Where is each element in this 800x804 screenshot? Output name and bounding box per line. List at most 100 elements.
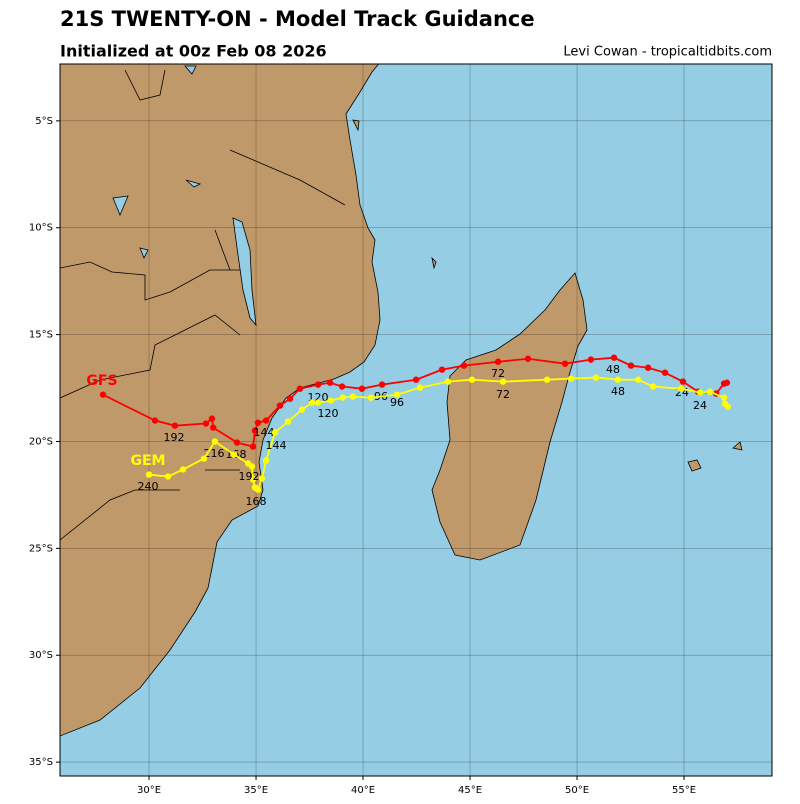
title: 21S TWENTY-ON - Model Track Guidance: [60, 7, 535, 31]
overlay: 24487296120144168192216GFS24487296120144…: [60, 64, 772, 776]
y-tick-label: 5°S: [35, 116, 53, 127]
y-tick-label: 30°S: [29, 650, 53, 661]
hour-label: 192: [164, 431, 185, 444]
track-point: [661, 369, 669, 376]
x-tick-label: 40°E: [351, 785, 375, 796]
track-point: [721, 400, 729, 407]
track-point: [208, 415, 216, 422]
hour-label: 48: [611, 385, 625, 398]
track-point: [339, 394, 347, 401]
track-point: [649, 383, 657, 390]
track-point: [326, 379, 334, 386]
y-tick-label: 35°S: [29, 757, 53, 768]
track-point: [314, 399, 322, 406]
borders: [60, 69, 346, 541]
hour-label: 72: [496, 388, 510, 401]
track-point: [610, 354, 618, 361]
track-point: [349, 393, 357, 400]
y-tick-label: 10°S: [29, 223, 53, 234]
land: [60, 64, 743, 737]
track-point: [412, 376, 420, 383]
track-point: [271, 429, 279, 436]
y-tick-label: 25°S: [29, 543, 53, 554]
track-point: [706, 388, 714, 395]
track-point: [720, 394, 728, 401]
track-point: [286, 395, 294, 402]
x-tick-label: 30°E: [137, 785, 161, 796]
track-point: [338, 383, 346, 390]
track-point: [614, 376, 622, 383]
track-point: [444, 378, 452, 385]
track-point: [524, 355, 532, 362]
track-point: [249, 476, 257, 483]
track-point: [416, 384, 424, 391]
track-point: [284, 418, 292, 425]
track-point: [592, 374, 600, 381]
hour-label: 144: [266, 439, 287, 452]
track-point: [230, 451, 238, 458]
subtitle: Initialized at 00z Feb 08 2026: [60, 42, 327, 61]
model-name: GEM: [131, 453, 166, 469]
track-point: [254, 419, 262, 426]
track-point: [543, 376, 551, 383]
track-point: [438, 366, 446, 373]
track-point: [587, 356, 595, 363]
hour-label: 192: [239, 470, 260, 483]
track-point: [679, 378, 687, 385]
track-point: [262, 417, 270, 424]
track-point: [644, 364, 652, 371]
track-point: [494, 358, 502, 365]
track-point: [393, 391, 401, 398]
track-point: [258, 475, 266, 482]
track-point: [249, 443, 257, 450]
track-point: [720, 380, 728, 387]
track-point: [367, 394, 375, 401]
x-tick-label: 35°E: [244, 785, 268, 796]
track-point: [171, 422, 179, 429]
hour-label: 120: [318, 407, 339, 420]
track-point: [179, 466, 187, 473]
hour-label: 24: [693, 399, 707, 412]
track-point: [327, 397, 335, 404]
track-point: [677, 385, 685, 392]
track-point: [308, 399, 316, 406]
track-point: [696, 389, 704, 396]
track-point: [99, 391, 107, 398]
y-tick-label: 15°S: [29, 330, 53, 341]
y-tick-label: 20°S: [29, 436, 53, 447]
track-point: [200, 455, 208, 462]
hour-label: 48: [606, 363, 620, 376]
track-point: [499, 378, 507, 385]
track-point: [468, 376, 476, 383]
track-point: [151, 417, 159, 424]
x-tick-label: 55°E: [672, 785, 696, 796]
hour-label: 96: [390, 396, 404, 409]
track-point: [298, 406, 306, 413]
track-point: [145, 471, 153, 478]
hour-label: 240: [138, 480, 159, 493]
track-point: [378, 381, 386, 388]
track-point: [358, 385, 366, 392]
track-point: [314, 381, 322, 388]
map-frame: [59, 63, 773, 777]
track-point: [211, 438, 219, 445]
track-point: [210, 424, 217, 431]
islands: [352, 119, 743, 472]
track-point: [262, 457, 270, 464]
track-point: [561, 360, 569, 367]
track-point: [251, 484, 259, 491]
track-point: [460, 362, 468, 369]
credit: Levi Cowan - tropicaltidbits.com: [563, 45, 772, 60]
track-point: [276, 402, 284, 409]
lakes: [112, 65, 257, 327]
track-point: [634, 376, 642, 383]
model-name: GFS: [86, 373, 117, 389]
track-point: [296, 385, 304, 392]
track-point: [567, 375, 575, 382]
track-point: [202, 420, 210, 427]
track-point: [164, 473, 172, 480]
x-tick-label: 50°E: [565, 785, 589, 796]
x-tick-label: 45°E: [458, 785, 482, 796]
track-point: [233, 439, 241, 446]
